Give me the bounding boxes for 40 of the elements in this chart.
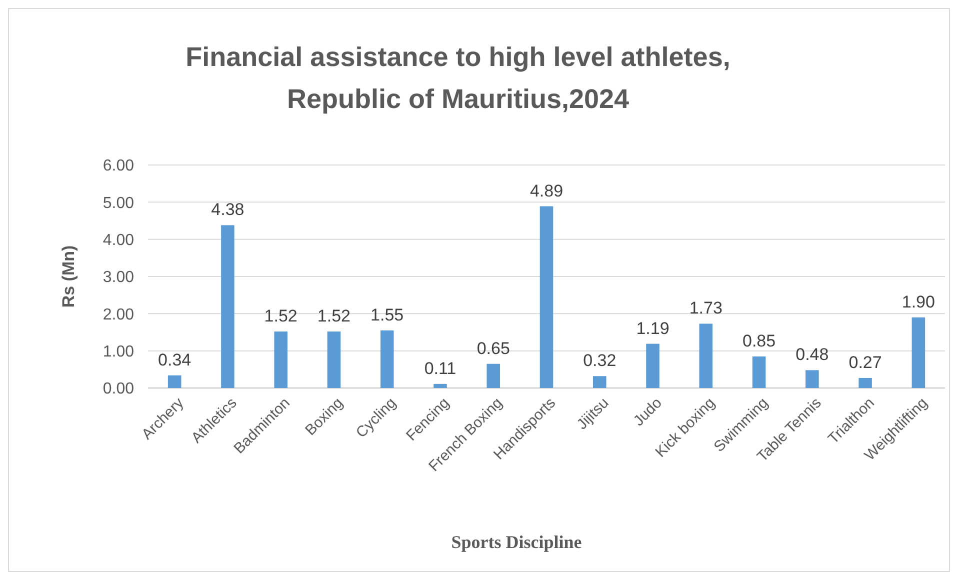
y-tick-label: 4.00 <box>102 232 134 249</box>
data-label: 1.73 <box>689 298 722 318</box>
data-label: 0.27 <box>848 352 882 372</box>
bar <box>168 375 182 388</box>
bar <box>540 206 554 388</box>
bar <box>858 378 872 388</box>
bar <box>912 317 926 388</box>
bar <box>592 376 606 388</box>
chart-title: Financial assistance to high level athletes, Republic of Mauritius,2024 <box>186 42 730 114</box>
bar <box>380 330 394 388</box>
bar <box>699 324 713 388</box>
data-label: 0.85 <box>742 331 776 350</box>
y-axis-title: Rs (Mn) <box>59 245 78 308</box>
bar <box>806 370 819 388</box>
bar <box>646 344 660 388</box>
data-label: 0.34 <box>158 350 192 370</box>
y-tick-label: 1.00 <box>102 343 134 360</box>
y-tick-label: 6.00 <box>102 158 134 175</box>
data-label: 4.38 <box>211 200 244 220</box>
data-label: 0.48 <box>796 345 829 364</box>
bar <box>486 364 500 388</box>
data-label: 0.11 <box>424 358 456 378</box>
bar <box>221 225 234 388</box>
y-tick-label: 0.00 <box>102 380 134 398</box>
data-label: 4.89 <box>530 181 564 200</box>
bar <box>434 384 447 388</box>
data-label: 1.90 <box>902 292 935 312</box>
data-label: 1.55 <box>370 305 404 324</box>
bar <box>327 332 341 388</box>
data-label: 0.32 <box>583 351 616 370</box>
data-label: 1.52 <box>317 306 351 326</box>
data-label: 1.52 <box>264 306 298 326</box>
data-label: 0.65 <box>476 338 510 358</box>
y-tick-label: 5.00 <box>102 194 134 212</box>
bar <box>752 356 766 388</box>
data-label: 1.19 <box>636 318 670 338</box>
y-tick-label: 2.00 <box>102 306 134 324</box>
x-axis-title: Sports Discipline <box>451 532 582 552</box>
bar <box>274 332 288 388</box>
y-tick-label: 3.00 <box>102 269 134 286</box>
